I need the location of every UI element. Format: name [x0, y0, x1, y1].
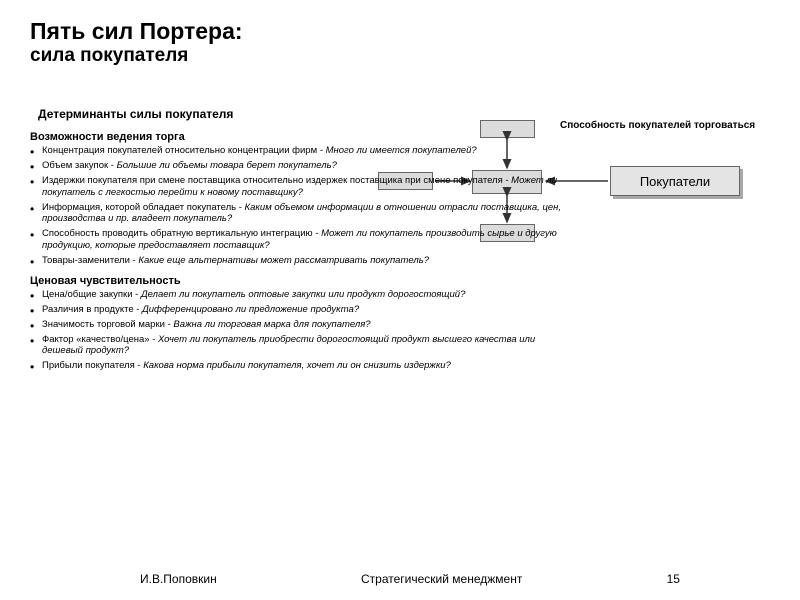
list-item: Цена/общие закупки - Делает ли покупател… [30, 289, 570, 301]
node-buyers-label: Покупатели [640, 174, 710, 189]
diagram-caption: Способность покупателей торговаться [560, 120, 760, 132]
list-item: Товары-заменители - Какие еще альтернати… [30, 255, 570, 267]
list-item: Различия в продукте - Дифференцировано л… [30, 304, 570, 316]
section2-heading: Ценовая чувствительность [30, 275, 770, 287]
title-line1: Пять сил Портера: [30, 18, 770, 45]
list-item: Концентрация покупателей относительно ко… [30, 145, 570, 157]
subtitle: Детерминанты силы покупателя [38, 107, 770, 121]
footer-page: 15 [667, 572, 680, 586]
section1-list: Концентрация покупателей относительно ко… [30, 145, 570, 267]
list-item: Объем закупок - Большие ли объемы товара… [30, 160, 570, 172]
list-item: Информация, которой обладает покупатель … [30, 202, 570, 226]
node-buyers: Покупатели [610, 166, 740, 196]
list-item: Прибыли покупателя - Какова норма прибыл… [30, 360, 570, 372]
footer-course: Стратегический менеджмент [361, 572, 522, 586]
list-item: Фактор «качество/цена» - Хочет ли покупа… [30, 334, 570, 358]
footer-author: И.В.Поповкин [140, 572, 217, 586]
list-item: Издержки покупателя при смене поставщика… [30, 175, 570, 199]
footer: И.В.Поповкин Стратегический менеджмент 1… [0, 572, 800, 586]
title-line2: сила покупателя [30, 45, 770, 67]
list-item: Способность проводить обратную вертикаль… [30, 228, 570, 252]
section1-heading: Возможности ведения торга [30, 131, 770, 143]
list-item: Значимость торговой марки - Важна ли тор… [30, 319, 570, 331]
section2-list: Цена/общие закупки - Делает ли покупател… [30, 289, 570, 372]
